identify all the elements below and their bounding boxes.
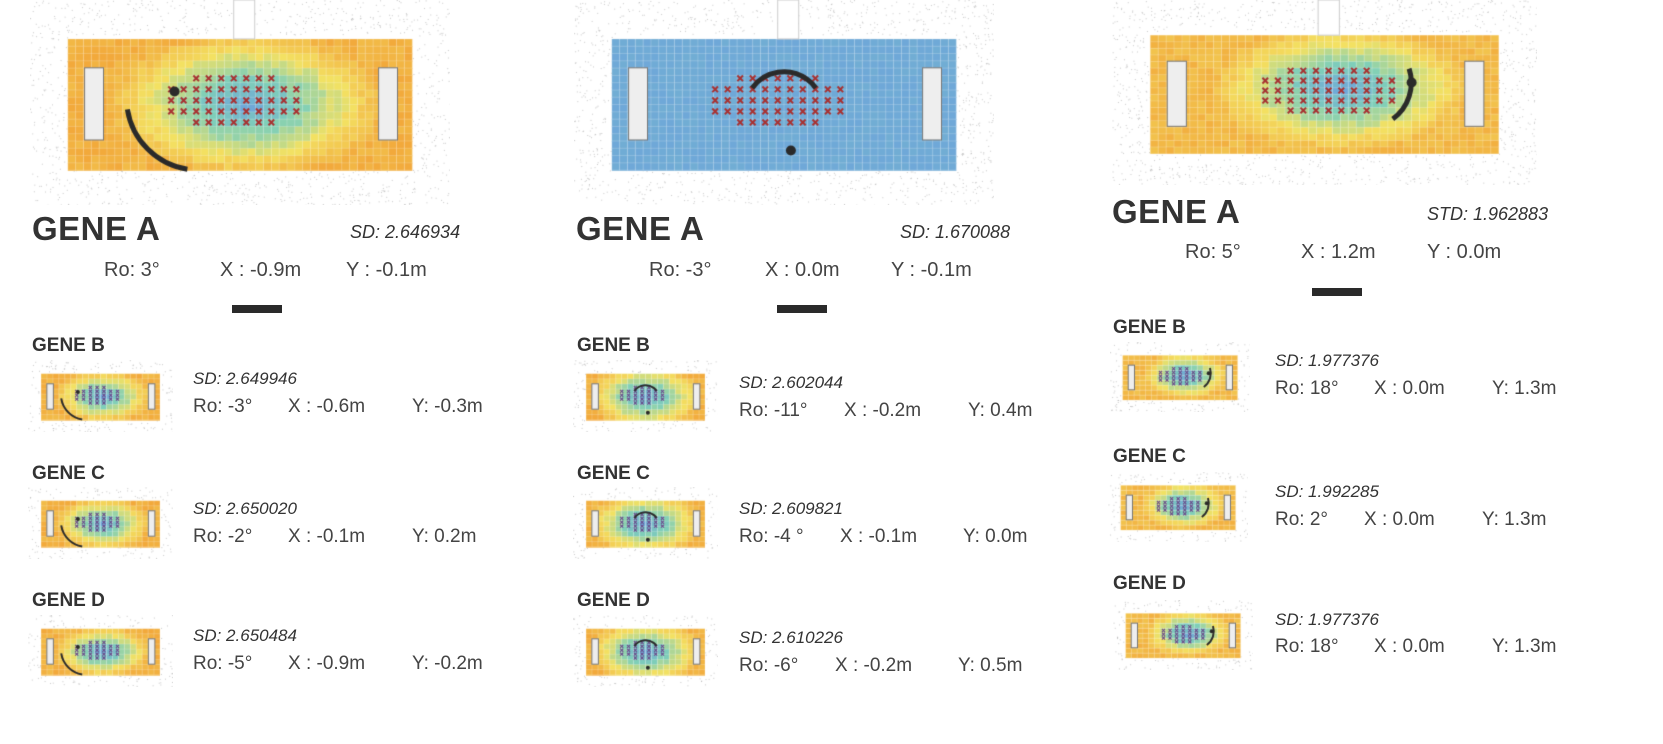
gene-b-x: X : -0.2m [844,400,922,421]
gene-c-y: Y: 0.0m [963,526,1028,547]
heatmap-gene-d [28,615,173,687]
gene-c-x: X : 0.0m [1364,509,1435,530]
gene-c-y: Y: 0.2m [412,526,477,547]
heatmap-gene-d [573,615,718,687]
gene-b-sd: SD: 1.977376 [1275,351,1379,370]
gene-d-sd: SD: 2.610226 [739,628,843,647]
gene-b-sd: SD: 2.602044 [739,373,843,392]
heatmap-gene-b [28,360,173,432]
gene-d-y: Y: -0.2m [412,653,483,674]
gene-b-sd: SD: 2.649946 [193,369,297,388]
gene-b-rotation: Ro: 18° [1275,378,1339,399]
heatmap-gene-a [574,0,994,205]
gene-a-rotation: Ro: 3° [104,259,160,281]
gene-c-x: X : -0.1m [288,526,366,547]
gene-d-title: GENE D [32,590,105,611]
heatmap-gene-c [573,487,718,559]
gene-a-sd: STD: 1.962883 [1427,204,1549,224]
gene-c-sd: SD: 2.650020 [193,499,297,518]
gene-d-title: GENE D [577,590,650,611]
gene-d-y: Y: 1.3m [1492,636,1557,657]
gene-b-rotation: Ro: -11° [739,400,808,421]
heatmap-gene-c [28,487,173,559]
gene-c-rotation: Ro: -4 ° [739,526,804,547]
gene-d-rotation: Ro: -5° [193,653,253,674]
gene-b-y: Y: 1.3m [1492,378,1557,399]
gene-b-x: X : 0.0m [1374,378,1445,399]
gene-a-title: GENE A [32,210,161,247]
gene-a-y: Y : -0.1m [346,259,427,281]
gene-b-title: GENE B [32,335,105,356]
gene-c-title: GENE C [32,463,105,484]
gene-b-y: Y: 0.4m [968,400,1033,421]
gene-c-rotation: Ro: -2° [193,526,253,547]
gene-d-x: X : 0.0m [1374,636,1445,657]
gene-a-y: Y : -0.1m [891,259,972,281]
gene-c-rotation: Ro: 2° [1275,509,1329,530]
gene-d-sd: SD: 2.650484 [193,626,297,645]
gene-b-x: X : -0.6m [288,396,366,417]
gene-b-y: Y: -0.3m [412,396,483,417]
gene-d-x: X : -0.2m [835,655,913,676]
gene-a-title: GENE A [1112,193,1241,230]
gene-d-rotation: Ro: 18° [1275,636,1339,657]
heatmap-gene-a [30,0,450,205]
gene-a-y: Y : 0.0m [1427,241,1502,263]
gene-a-x: X : 1.2m [1301,241,1376,263]
gene-c-title: GENE C [1113,446,1186,467]
heatmap-gene-d [1113,600,1253,670]
gene-a-x: X : 0.0m [765,259,840,281]
gene-c-sd: SD: 2.609821 [739,499,843,518]
gene-a-sd: SD: 2.646934 [350,222,461,242]
gene-a-rotation: Ro: 5° [1185,241,1241,263]
gene-a-title: GENE A [576,210,705,247]
gene-c-sd: SD: 1.992285 [1275,482,1379,501]
gene-c-y: Y: 1.3m [1482,509,1547,530]
heatmap-gene-a [1112,0,1537,185]
gene-b-rotation: Ro: -3° [193,396,253,417]
gene-d-sd: SD: 1.977376 [1275,610,1379,629]
heatmap-gene-c [1108,472,1248,542]
gene-a-sd: SD: 1.670088 [900,222,1011,242]
gene-d-title: GENE D [1113,573,1186,594]
gene-a-x: X : -0.9m [220,259,302,281]
gene-c-x: X : -0.1m [840,526,918,547]
divider-bar [1312,288,1362,296]
heatmap-gene-b [573,360,718,432]
gene-a-rotation: Ro: -3° [649,259,712,281]
gene-d-x: X : -0.9m [288,653,366,674]
gene-d-y: Y: 0.5m [958,655,1023,676]
gene-b-title: GENE B [577,335,650,356]
gene-b-title: GENE B [1113,317,1186,338]
gene-d-rotation: Ro: -6° [739,655,799,676]
heatmap-gene-b [1110,342,1250,412]
divider-bar [777,305,827,313]
divider-bar [232,305,282,313]
gene-c-title: GENE C [577,463,650,484]
